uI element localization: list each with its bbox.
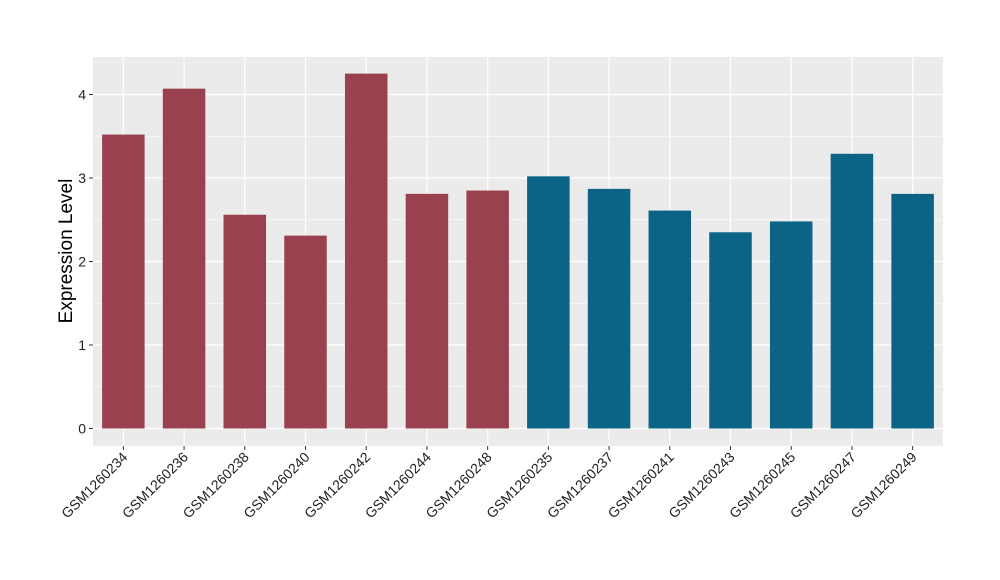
bar-GSM1260243 (709, 232, 752, 429)
y-tick-label: 4 (78, 87, 86, 103)
bar-GSM1260242 (344, 73, 388, 429)
y-tick-label: 3 (78, 170, 86, 186)
bar-GSM1260237 (587, 188, 631, 429)
bars (102, 73, 934, 429)
plot-panel (93, 57, 943, 446)
bar-GSM1260244 (405, 193, 449, 429)
bar-GSM1260240 (284, 235, 327, 429)
y-tick-label: 1 (78, 337, 86, 353)
bar-GSM1260249 (891, 193, 934, 429)
bar-GSM1260245 (769, 221, 813, 429)
y-axis-label: Expression Level (56, 179, 77, 324)
y-tick-label: 0 (78, 421, 86, 437)
y-axis: 0 1 2 3 4 (78, 87, 93, 437)
bar-GSM1260238 (223, 214, 267, 429)
bar-GSM1260235 (527, 176, 570, 429)
y-tick-label: 2 (78, 254, 86, 270)
x-axis: GSM1260234GSM1260236GSM1260238GSM1260240… (58, 446, 920, 521)
bar-GSM1260247 (830, 153, 874, 429)
bar-GSM1260241 (648, 210, 692, 429)
bar-GSM1260248 (466, 190, 509, 429)
bar-GSM1260236 (162, 88, 206, 429)
bar-GSM1260234 (102, 134, 145, 429)
